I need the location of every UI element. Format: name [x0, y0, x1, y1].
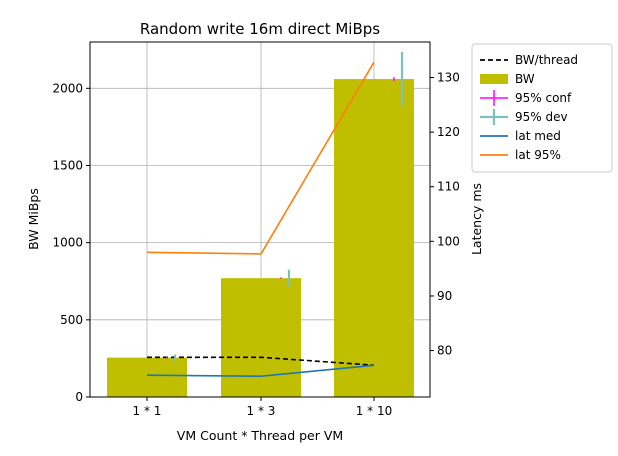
y-tick-label: 1000 [52, 236, 83, 250]
legend-swatch-bar [480, 74, 508, 84]
legend-label: 95% dev [515, 110, 568, 124]
legend: BW/thread BW 95% conf 95% dev lat med lat 95% [471, 43, 613, 173]
x-tick-label: 1 * 10 [356, 404, 393, 418]
y2-tick-label: 90 [437, 289, 452, 303]
y2-tick-label: 130 [437, 71, 460, 85]
error-bars [166, 52, 404, 361]
x-tick-label: 1 * 1 [133, 404, 162, 418]
chart-title: Random write 16m direct MiBps [140, 20, 380, 38]
legend-label: 95% conf [515, 91, 572, 105]
y2-axis-label: Latency ms [469, 183, 484, 255]
bars [107, 79, 414, 397]
bar-110 [334, 79, 414, 397]
y-tick-label: 2000 [52, 81, 83, 95]
line-lat-med [146, 364, 375, 378]
legend-label: lat 95% [515, 148, 561, 162]
line-bw-thread [147, 356, 375, 366]
legend-label: lat med [515, 129, 561, 143]
legend-label: BW/thread [515, 53, 578, 67]
line-lat-95- [146, 61, 375, 255]
x-axis-ticks: 1 * 1 1 * 3 1 * 10 [133, 397, 393, 418]
series-lines [146, 61, 375, 378]
bar-11 [107, 357, 187, 397]
x-tick-label: 1 * 3 [247, 404, 276, 418]
bar-13 [221, 278, 301, 397]
y2-tick-label: 80 [437, 344, 452, 358]
legend-label: BW [515, 72, 535, 86]
y2-tick-label: 100 [437, 234, 460, 248]
y2-tick-label: 110 [437, 180, 460, 194]
x-axis-label: VM Count * Thread per VM [177, 428, 343, 443]
y2-tick-label: 120 [437, 125, 460, 139]
y-tick-label: 0 [75, 390, 83, 404]
y-tick-label: 1500 [52, 158, 83, 172]
y2-axis-ticks: 80 90 100 110 120 130 [430, 71, 460, 358]
y-axis-label: BW MiBps [26, 188, 41, 250]
plot-frame [89, 41, 431, 398]
y-tick-label: 500 [60, 313, 83, 327]
y-axis-ticks: 0 500 1000 1500 2000 [52, 81, 90, 404]
